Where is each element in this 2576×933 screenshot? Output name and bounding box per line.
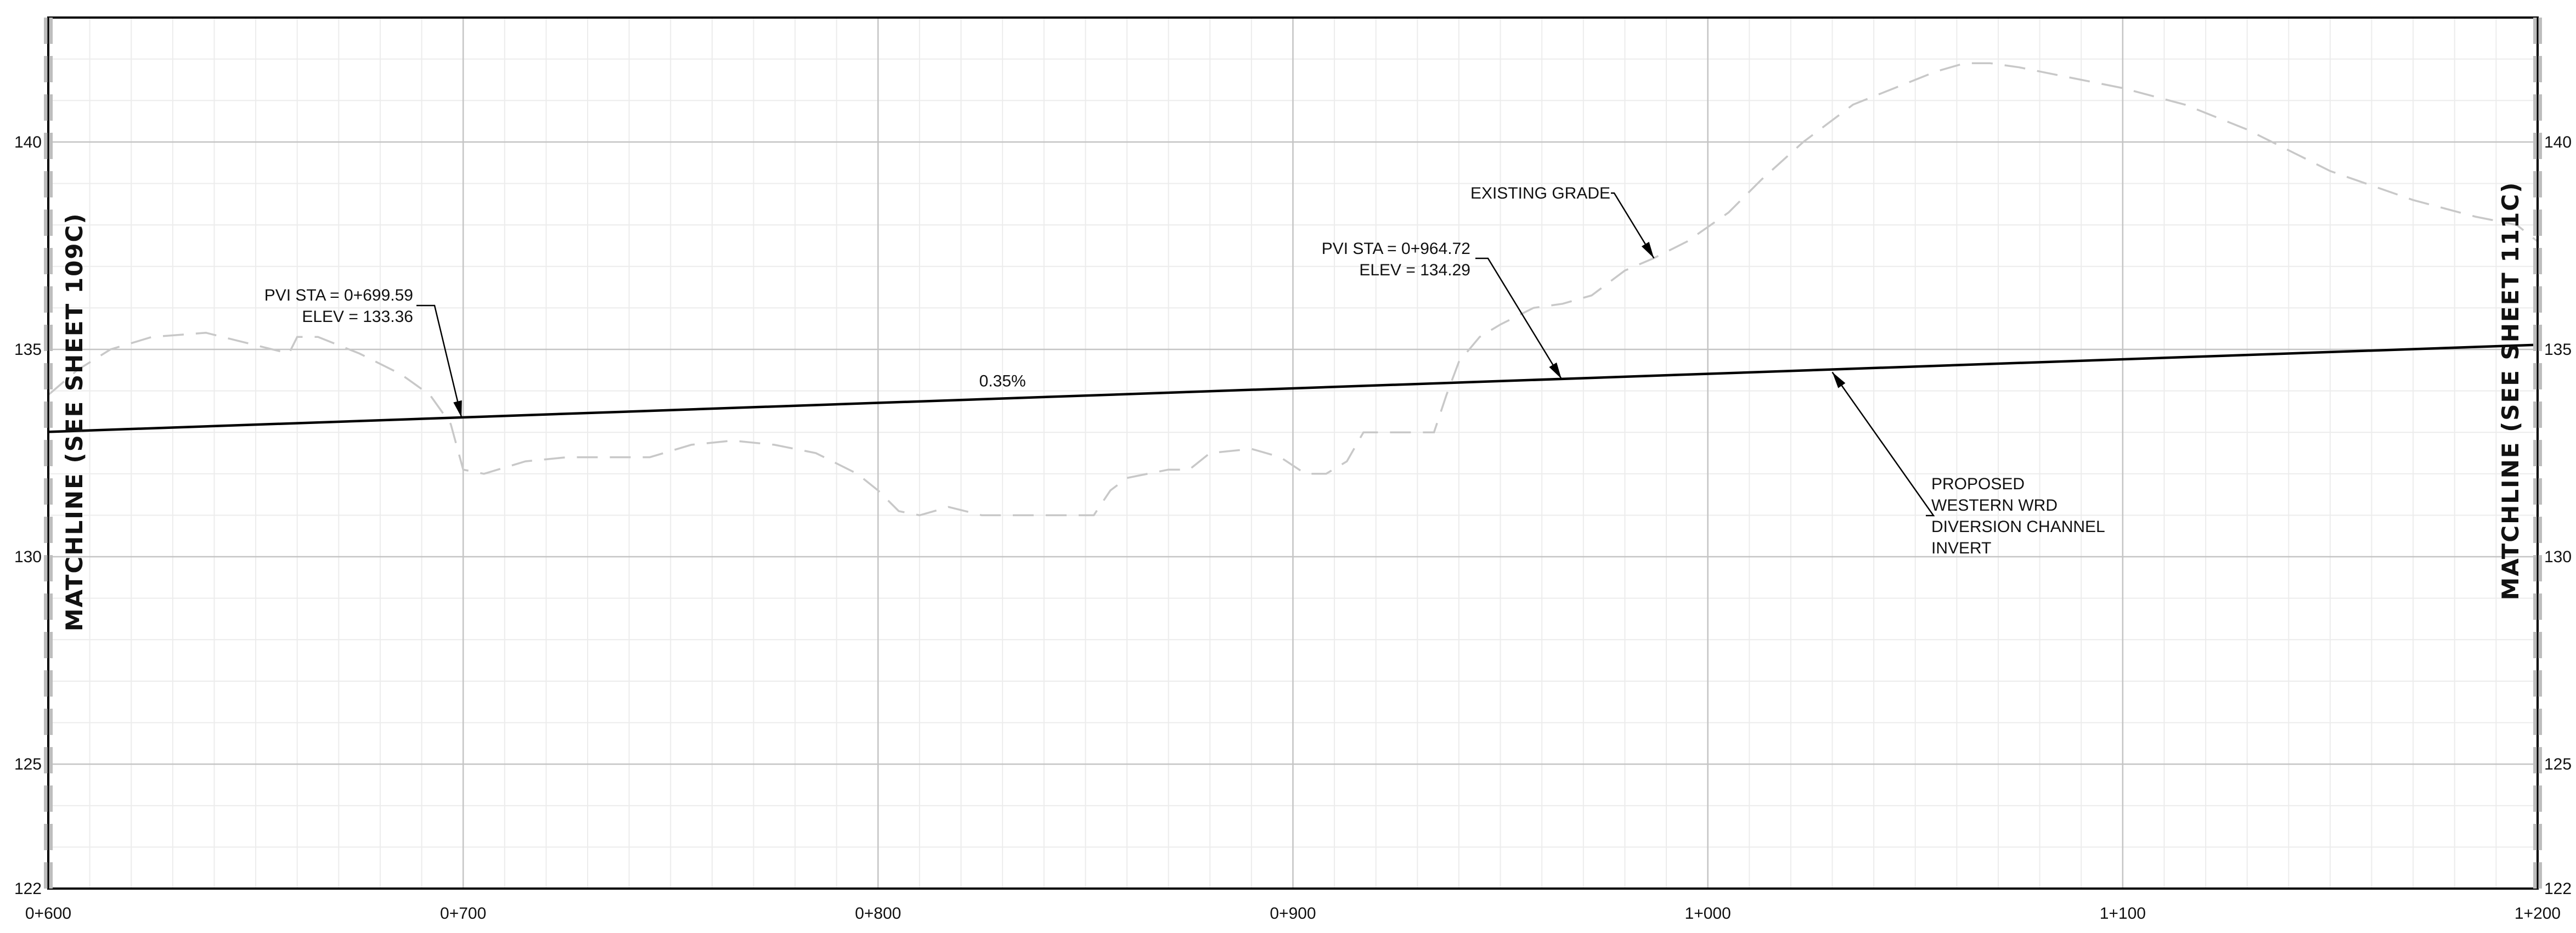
x-tick-label: 0+600 bbox=[25, 904, 71, 923]
matchline-right-label: MATCHLINE (SEE SHEET 111C) bbox=[2497, 182, 2524, 601]
y-tick-label-left: 125 bbox=[14, 755, 42, 773]
arrowhead bbox=[1641, 241, 1654, 258]
y-tick-label-left: 135 bbox=[14, 341, 42, 359]
y-tick-label-left: 122 bbox=[14, 880, 42, 898]
axis-layer: 122 122 125 125 130 130 135 135 140 140 0+600 0+700… bbox=[14, 16, 2572, 923]
x-tick-label: 0+800 bbox=[855, 904, 901, 923]
x-tick-label: 1+100 bbox=[2100, 904, 2146, 923]
matchline-left-label: MATCHLINE (SEE SHEET 109C) bbox=[61, 212, 88, 631]
annotation-pvi-right: PVI STA = 0+964.72 ELEV = 134.29 bbox=[1322, 240, 1470, 279]
y-tick-label-right: 130 bbox=[2544, 548, 2572, 566]
grade-label: 0.35% bbox=[979, 372, 1026, 391]
y-tick-label-right: 140 bbox=[2544, 133, 2572, 151]
y-tick-label-right: 122 bbox=[2544, 880, 2572, 898]
y-tick-label-right: 125 bbox=[2544, 755, 2572, 773]
arrowhead bbox=[453, 400, 462, 417]
leader-line bbox=[1475, 257, 1562, 380]
leader-line bbox=[1611, 192, 1655, 259]
annotation-proposed: PROPOSED WESTERN WRD DIVERSION CHANNEL INVE… bbox=[1931, 475, 2105, 557]
x-tick-label: 1+200 bbox=[2515, 904, 2561, 923]
x-tick-label: 1+000 bbox=[1685, 904, 1731, 923]
leader-line bbox=[416, 304, 463, 418]
arrowhead bbox=[1832, 372, 1846, 388]
series-layer bbox=[47, 62, 2539, 517]
y-tick-label-left: 130 bbox=[14, 548, 42, 566]
leader-line bbox=[1831, 371, 1935, 517]
annotation-layer: 0.35% PVI STA = 0+699.59 ELEV = 133.36 PVI … bbox=[264, 184, 2105, 557]
arrowhead bbox=[1549, 362, 1562, 379]
y-tick-label-right: 135 bbox=[2544, 341, 2572, 359]
annotation-pvi-left: PVI STA = 0+699.59 ELEV = 133.36 bbox=[264, 286, 413, 326]
existing-grade-line bbox=[47, 62, 2539, 517]
annotation-existing-grade: EXISTING GRADE bbox=[1470, 184, 1610, 202]
x-tick-label: 0+700 bbox=[440, 904, 486, 923]
proposed-invert-line bbox=[48, 343, 2538, 433]
x-tick-label: 0+900 bbox=[1270, 904, 1316, 923]
grid-layer bbox=[47, 17, 2539, 890]
y-tick-label-left: 140 bbox=[14, 133, 42, 151]
